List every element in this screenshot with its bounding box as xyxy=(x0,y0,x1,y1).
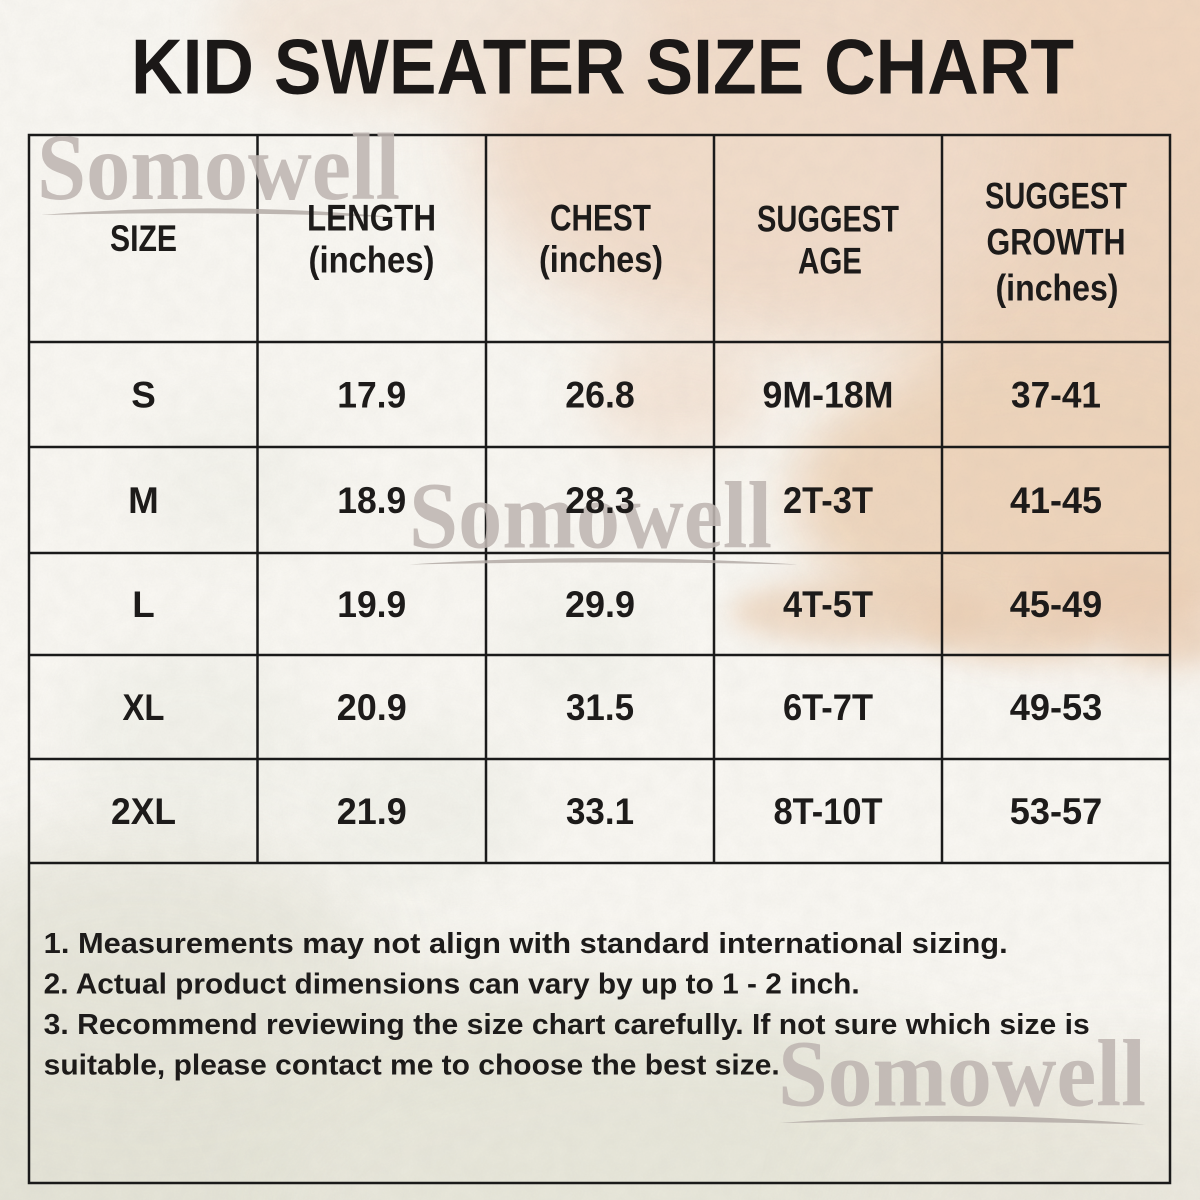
svg-text:SUGGEST: SUGGEST xyxy=(985,176,1127,217)
svg-text:37-41: 37-41 xyxy=(1011,375,1101,416)
svg-text:GROWTH: GROWTH xyxy=(987,222,1126,263)
svg-text:CHEST: CHEST xyxy=(550,198,651,239)
svg-text:6T-7T: 6T-7T xyxy=(783,687,873,728)
svg-text:LENGTH: LENGTH xyxy=(307,198,436,239)
svg-text:Somowell: Somowell xyxy=(778,1021,1146,1127)
svg-text:17.9: 17.9 xyxy=(337,375,406,416)
svg-text:31.5: 31.5 xyxy=(566,687,634,728)
svg-text:SUGGEST: SUGGEST xyxy=(757,199,899,240)
svg-text:45-49: 45-49 xyxy=(1010,584,1103,625)
svg-text:33.1: 33.1 xyxy=(566,791,634,832)
svg-text:8T-10T: 8T-10T xyxy=(774,791,883,832)
svg-text:suitable, please contact me to: suitable, please contact me to choose th… xyxy=(44,1050,780,1082)
svg-text:XL: XL xyxy=(123,687,165,728)
svg-text:Somowell: Somowell xyxy=(37,114,400,220)
svg-text:49-53: 49-53 xyxy=(1010,687,1103,728)
svg-text:53-57: 53-57 xyxy=(1010,791,1103,832)
svg-text:L: L xyxy=(132,584,154,625)
svg-text:Somowell: Somowell xyxy=(409,463,772,569)
svg-text:S: S xyxy=(131,375,156,416)
svg-text:KID SWEATER SIZE CHART: KID SWEATER SIZE CHART xyxy=(131,25,1074,111)
svg-text:21.9: 21.9 xyxy=(337,791,407,832)
svg-text:29.9: 29.9 xyxy=(565,584,635,625)
svg-text:(inches): (inches) xyxy=(309,240,435,281)
svg-text:20.9: 20.9 xyxy=(337,687,407,728)
svg-text:(inches): (inches) xyxy=(539,239,663,280)
svg-text:3. Recommend reviewing the siz: 3. Recommend reviewing the size chart ca… xyxy=(44,1009,1090,1041)
svg-text:4T-5T: 4T-5T xyxy=(783,584,873,625)
svg-text:2T-3T: 2T-3T xyxy=(783,480,873,521)
svg-text:2. Actual product dimensions c: 2. Actual product dimensions can vary by… xyxy=(44,969,860,1001)
svg-text:41-45: 41-45 xyxy=(1010,480,1102,521)
svg-text:2XL: 2XL xyxy=(111,791,176,832)
svg-text:19.9: 19.9 xyxy=(337,584,406,625)
svg-text:28.3: 28.3 xyxy=(565,480,635,521)
svg-text:18.9: 18.9 xyxy=(337,480,406,521)
svg-text:(inches): (inches) xyxy=(996,268,1119,309)
svg-text:26.8: 26.8 xyxy=(565,375,635,416)
svg-text:SIZE: SIZE xyxy=(110,218,177,259)
svg-text:9M-18M: 9M-18M xyxy=(763,375,894,416)
svg-text:1. Measurements may not align: 1. Measurements may not align with stand… xyxy=(44,928,1008,960)
svg-text:M: M xyxy=(128,480,159,521)
svg-text:AGE: AGE xyxy=(798,240,862,281)
